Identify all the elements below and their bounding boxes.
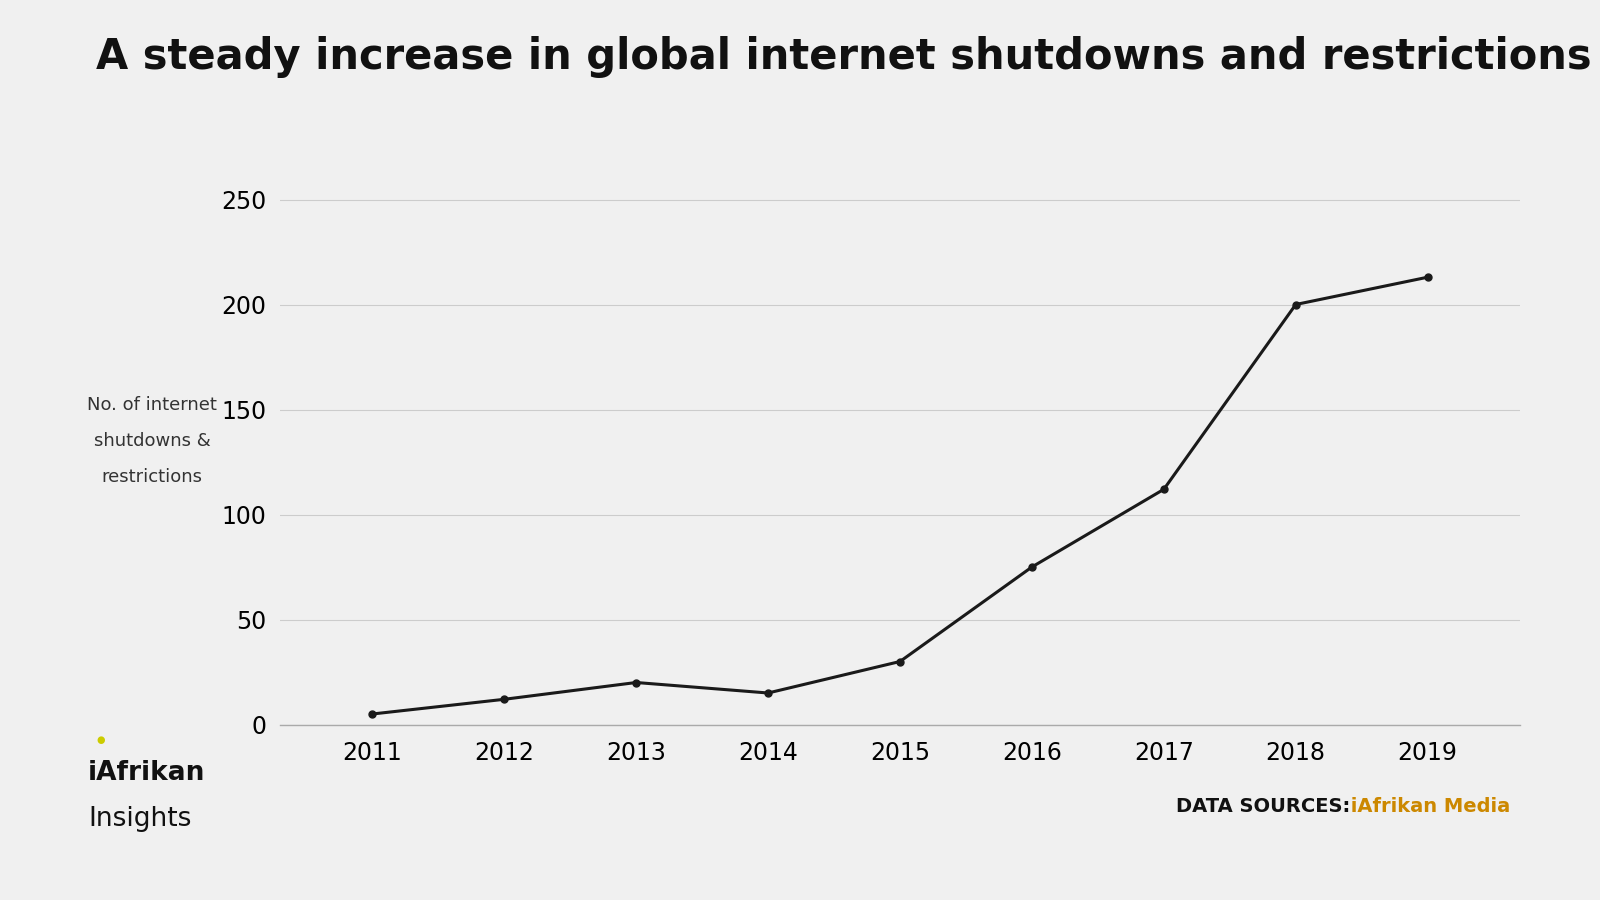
Text: iAfrikan: iAfrikan — [88, 760, 205, 787]
Text: iAfrikan Media: iAfrikan Media — [1344, 796, 1510, 815]
Text: DATA SOURCES:: DATA SOURCES: — [1176, 796, 1350, 815]
Text: No. of internet: No. of internet — [86, 396, 218, 414]
Text: restrictions: restrictions — [101, 468, 203, 486]
Text: Insights: Insights — [88, 806, 192, 832]
Text: shutdowns &: shutdowns & — [94, 432, 210, 450]
Text: A steady increase in global internet shutdowns and restrictions: A steady increase in global internet shu… — [96, 36, 1592, 78]
Text: ●: ● — [96, 734, 106, 745]
